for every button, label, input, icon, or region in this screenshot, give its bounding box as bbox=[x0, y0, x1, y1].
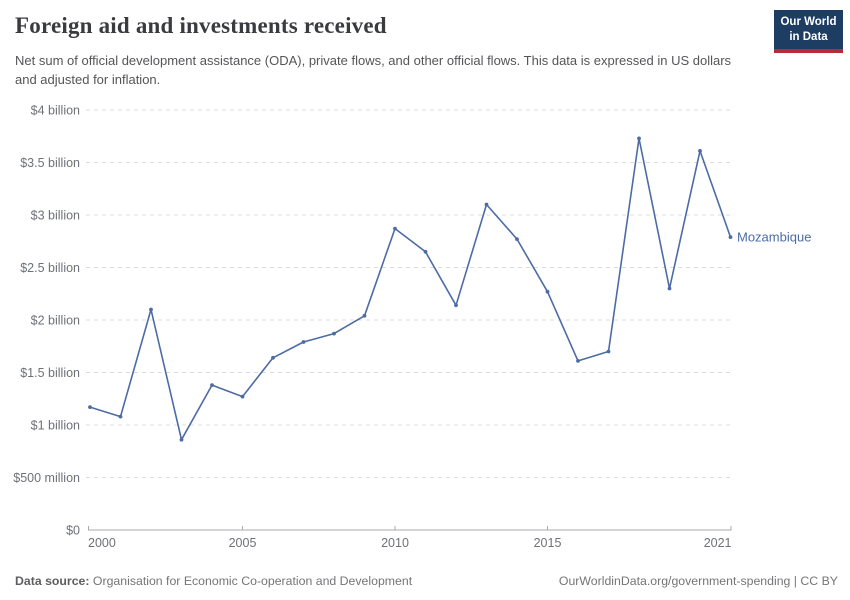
owid-logo[interactable]: Our World in Data bbox=[774, 10, 843, 53]
x-tick-label: 2010 bbox=[381, 536, 409, 550]
data-source-text: Organisation for Economic Co-operation a… bbox=[89, 574, 413, 588]
y-tick-label: $2.5 billion bbox=[20, 261, 80, 275]
data-point bbox=[179, 437, 184, 442]
data-source: Data source: Organisation for Economic C… bbox=[15, 574, 412, 588]
data-point bbox=[210, 383, 214, 387]
y-tick-label: $500 million bbox=[13, 471, 80, 485]
chart-subtitle: Net sum of official development assistan… bbox=[15, 53, 732, 87]
series-end-label: Mozambique bbox=[737, 230, 811, 245]
data-point bbox=[362, 313, 367, 318]
data-point bbox=[637, 136, 641, 141]
data-point bbox=[149, 307, 153, 312]
data-line bbox=[89, 137, 732, 441]
x-tick-label: 2021 bbox=[704, 536, 732, 550]
y-tick-label: $2 billion bbox=[31, 314, 80, 328]
x-tick-label: 2015 bbox=[534, 536, 562, 550]
data-point bbox=[484, 202, 489, 207]
y-tick-label: $0 bbox=[66, 524, 80, 538]
data-point bbox=[118, 414, 123, 419]
owid-logo-line2: in Data bbox=[789, 30, 828, 43]
y-tick-label: $1.5 billion bbox=[20, 366, 80, 380]
data-source-label: Data source: bbox=[15, 574, 90, 588]
data-point bbox=[393, 226, 397, 231]
data-point bbox=[332, 331, 336, 336]
x-tick-label: 2000 bbox=[88, 536, 116, 550]
data-point bbox=[301, 340, 306, 344]
owid-logo-line1: Our World bbox=[780, 16, 837, 28]
data-point bbox=[515, 237, 519, 242]
x-tick-label: 2005 bbox=[229, 536, 257, 550]
data-point bbox=[728, 235, 733, 240]
data-point bbox=[667, 286, 672, 291]
chart-title: Foreign aid and investments received bbox=[15, 13, 387, 38]
data-point bbox=[698, 149, 702, 153]
data-point bbox=[545, 289, 550, 294]
owid-credit-link[interactable]: OurWorldinData.org/government-spending |… bbox=[558, 574, 838, 588]
data-point bbox=[423, 249, 428, 254]
data-point bbox=[88, 405, 92, 409]
y-tick-label: $4 billion bbox=[31, 104, 80, 118]
y-tick-label: $3 billion bbox=[31, 209, 80, 223]
line-chart: $0 $500 million $1 billion $1.5 billion $2 b… bbox=[13, 104, 811, 551]
chart-footer: Data source: Organisation for Economic C… bbox=[15, 574, 838, 588]
data-point bbox=[240, 394, 245, 399]
y-tick-label: $3.5 billion bbox=[20, 156, 80, 170]
y-tick-label: $1 billion bbox=[31, 419, 80, 433]
data-point bbox=[271, 355, 275, 360]
data-point bbox=[454, 303, 458, 308]
data-point bbox=[606, 349, 611, 354]
data-point bbox=[576, 359, 580, 363]
